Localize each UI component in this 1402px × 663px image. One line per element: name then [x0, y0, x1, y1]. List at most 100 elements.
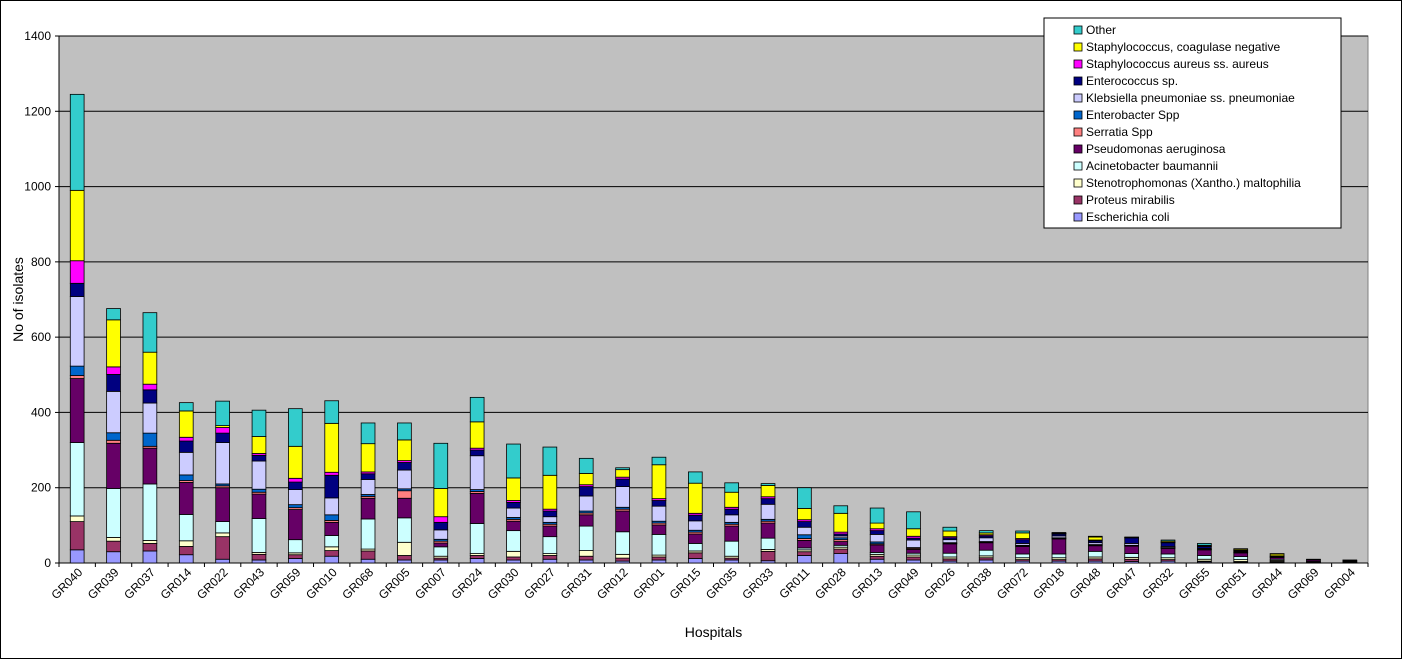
x-tick-label: GR038	[958, 565, 995, 602]
bar-segment	[397, 497, 412, 519]
bar-segment	[578, 559, 594, 564]
bar-segment	[724, 508, 739, 516]
bar-segment	[69, 189, 85, 262]
bar-segment	[397, 559, 412, 564]
bar-segment	[397, 555, 412, 561]
legend-label: Escherichia coli	[1086, 210, 1169, 224]
x-tick-label: GR037	[121, 565, 158, 602]
bar-segment	[760, 550, 776, 562]
legend-label: Staphylococcus, coagulase negative	[1086, 40, 1280, 54]
legend-swatch	[1073, 127, 1083, 137]
bar-segment	[942, 543, 958, 554]
x-tick-label: GR014	[158, 565, 195, 602]
bar-segment	[433, 559, 449, 564]
x-tick-label: GR030	[485, 565, 522, 602]
bar-segment	[797, 526, 812, 536]
x-tick-label: GR043	[230, 565, 267, 602]
bar-segment	[1051, 532, 1067, 534]
x-tick-label: GR044	[1248, 565, 1285, 602]
bar-segment	[324, 546, 340, 551]
bar-segment	[651, 524, 667, 535]
x-tick-label: GR059	[267, 565, 304, 602]
bar-segment	[833, 505, 849, 514]
bar-segment	[433, 516, 449, 523]
bar-segment	[360, 479, 376, 495]
bar-segment	[506, 530, 521, 552]
bar-segment	[251, 553, 267, 561]
x-tick-label: GR013	[848, 565, 885, 602]
bar-segment	[1015, 532, 1030, 539]
legend-swatch	[1073, 110, 1083, 120]
bar-segment	[760, 503, 776, 520]
bar-segment	[469, 558, 485, 564]
bar-segment	[651, 505, 667, 522]
legend-label: Enterococcus sp.	[1086, 74, 1178, 88]
bar-segment	[251, 488, 267, 493]
bar-segment	[724, 514, 739, 523]
y-tick-label: 200	[31, 481, 51, 495]
bar-segment	[942, 539, 958, 544]
y-tick-label: 0	[44, 556, 51, 570]
bar-segment	[469, 396, 485, 423]
bar-segment	[760, 485, 776, 498]
bar-segment	[142, 432, 158, 447]
bar-segment	[469, 492, 485, 524]
bar-segment	[760, 537, 776, 550]
bar-segment	[906, 528, 921, 537]
bar-segment	[106, 488, 121, 538]
legend-swatch	[1073, 76, 1083, 86]
legend-label: Klebsiella pneumoniae ss. pneumoniae	[1086, 91, 1295, 105]
bar-segment	[651, 464, 667, 500]
bar-segment	[178, 546, 194, 556]
bar-segment	[469, 455, 485, 490]
x-tick-label: GR007	[412, 565, 449, 602]
bar-segment	[506, 477, 521, 501]
bar-segment	[324, 555, 340, 564]
bar-segment	[324, 550, 340, 557]
bar-segment	[797, 540, 812, 549]
legend-swatch	[1073, 25, 1083, 35]
bar-segment	[178, 514, 194, 542]
bar-segment	[1306, 558, 1321, 561]
bar-segment	[1233, 552, 1249, 558]
bar-segment	[397, 469, 412, 490]
bar-segment	[142, 312, 158, 353]
y-tick-label: 600	[31, 330, 51, 344]
bar-segment	[106, 551, 121, 564]
legend-label: Pseudomonas aeruginosa	[1086, 142, 1226, 156]
x-tick-label: GR027	[521, 565, 558, 602]
bar-segment	[542, 525, 558, 538]
bar-segment	[69, 93, 85, 191]
x-tick-label: GR068	[339, 565, 376, 602]
bar-segment	[106, 439, 121, 444]
bar-segment	[1124, 545, 1139, 554]
bar-segment	[397, 517, 412, 543]
y-axis-title: No of isolates	[10, 257, 26, 342]
bar-segment	[978, 530, 994, 534]
bar-segment	[833, 553, 849, 564]
bar-segment	[1160, 547, 1176, 555]
bar-segment	[724, 525, 739, 542]
x-tick-label: GR024	[448, 565, 485, 602]
bar-segment	[433, 521, 449, 531]
bar-segment	[651, 559, 667, 564]
bar-segment	[578, 495, 594, 512]
y-tick-label: 1000	[24, 180, 51, 194]
x-tick-label: GR004	[1321, 565, 1358, 602]
bar-segment	[1087, 536, 1103, 541]
bar-segment	[978, 542, 994, 551]
bar-segment	[288, 539, 303, 554]
bar-segment	[324, 474, 340, 499]
bar-segment	[869, 533, 885, 543]
bar-segment	[469, 421, 485, 449]
bar-segment	[1160, 553, 1176, 559]
x-tick-label: GR039	[85, 565, 122, 602]
bar-segment	[69, 296, 85, 367]
bar-segment	[506, 507, 521, 518]
bar-segment	[978, 559, 994, 564]
x-tick-label: GR032	[1139, 565, 1176, 602]
bar-segment	[215, 487, 230, 522]
bar-segment	[142, 447, 158, 485]
bar-segment	[797, 521, 812, 528]
